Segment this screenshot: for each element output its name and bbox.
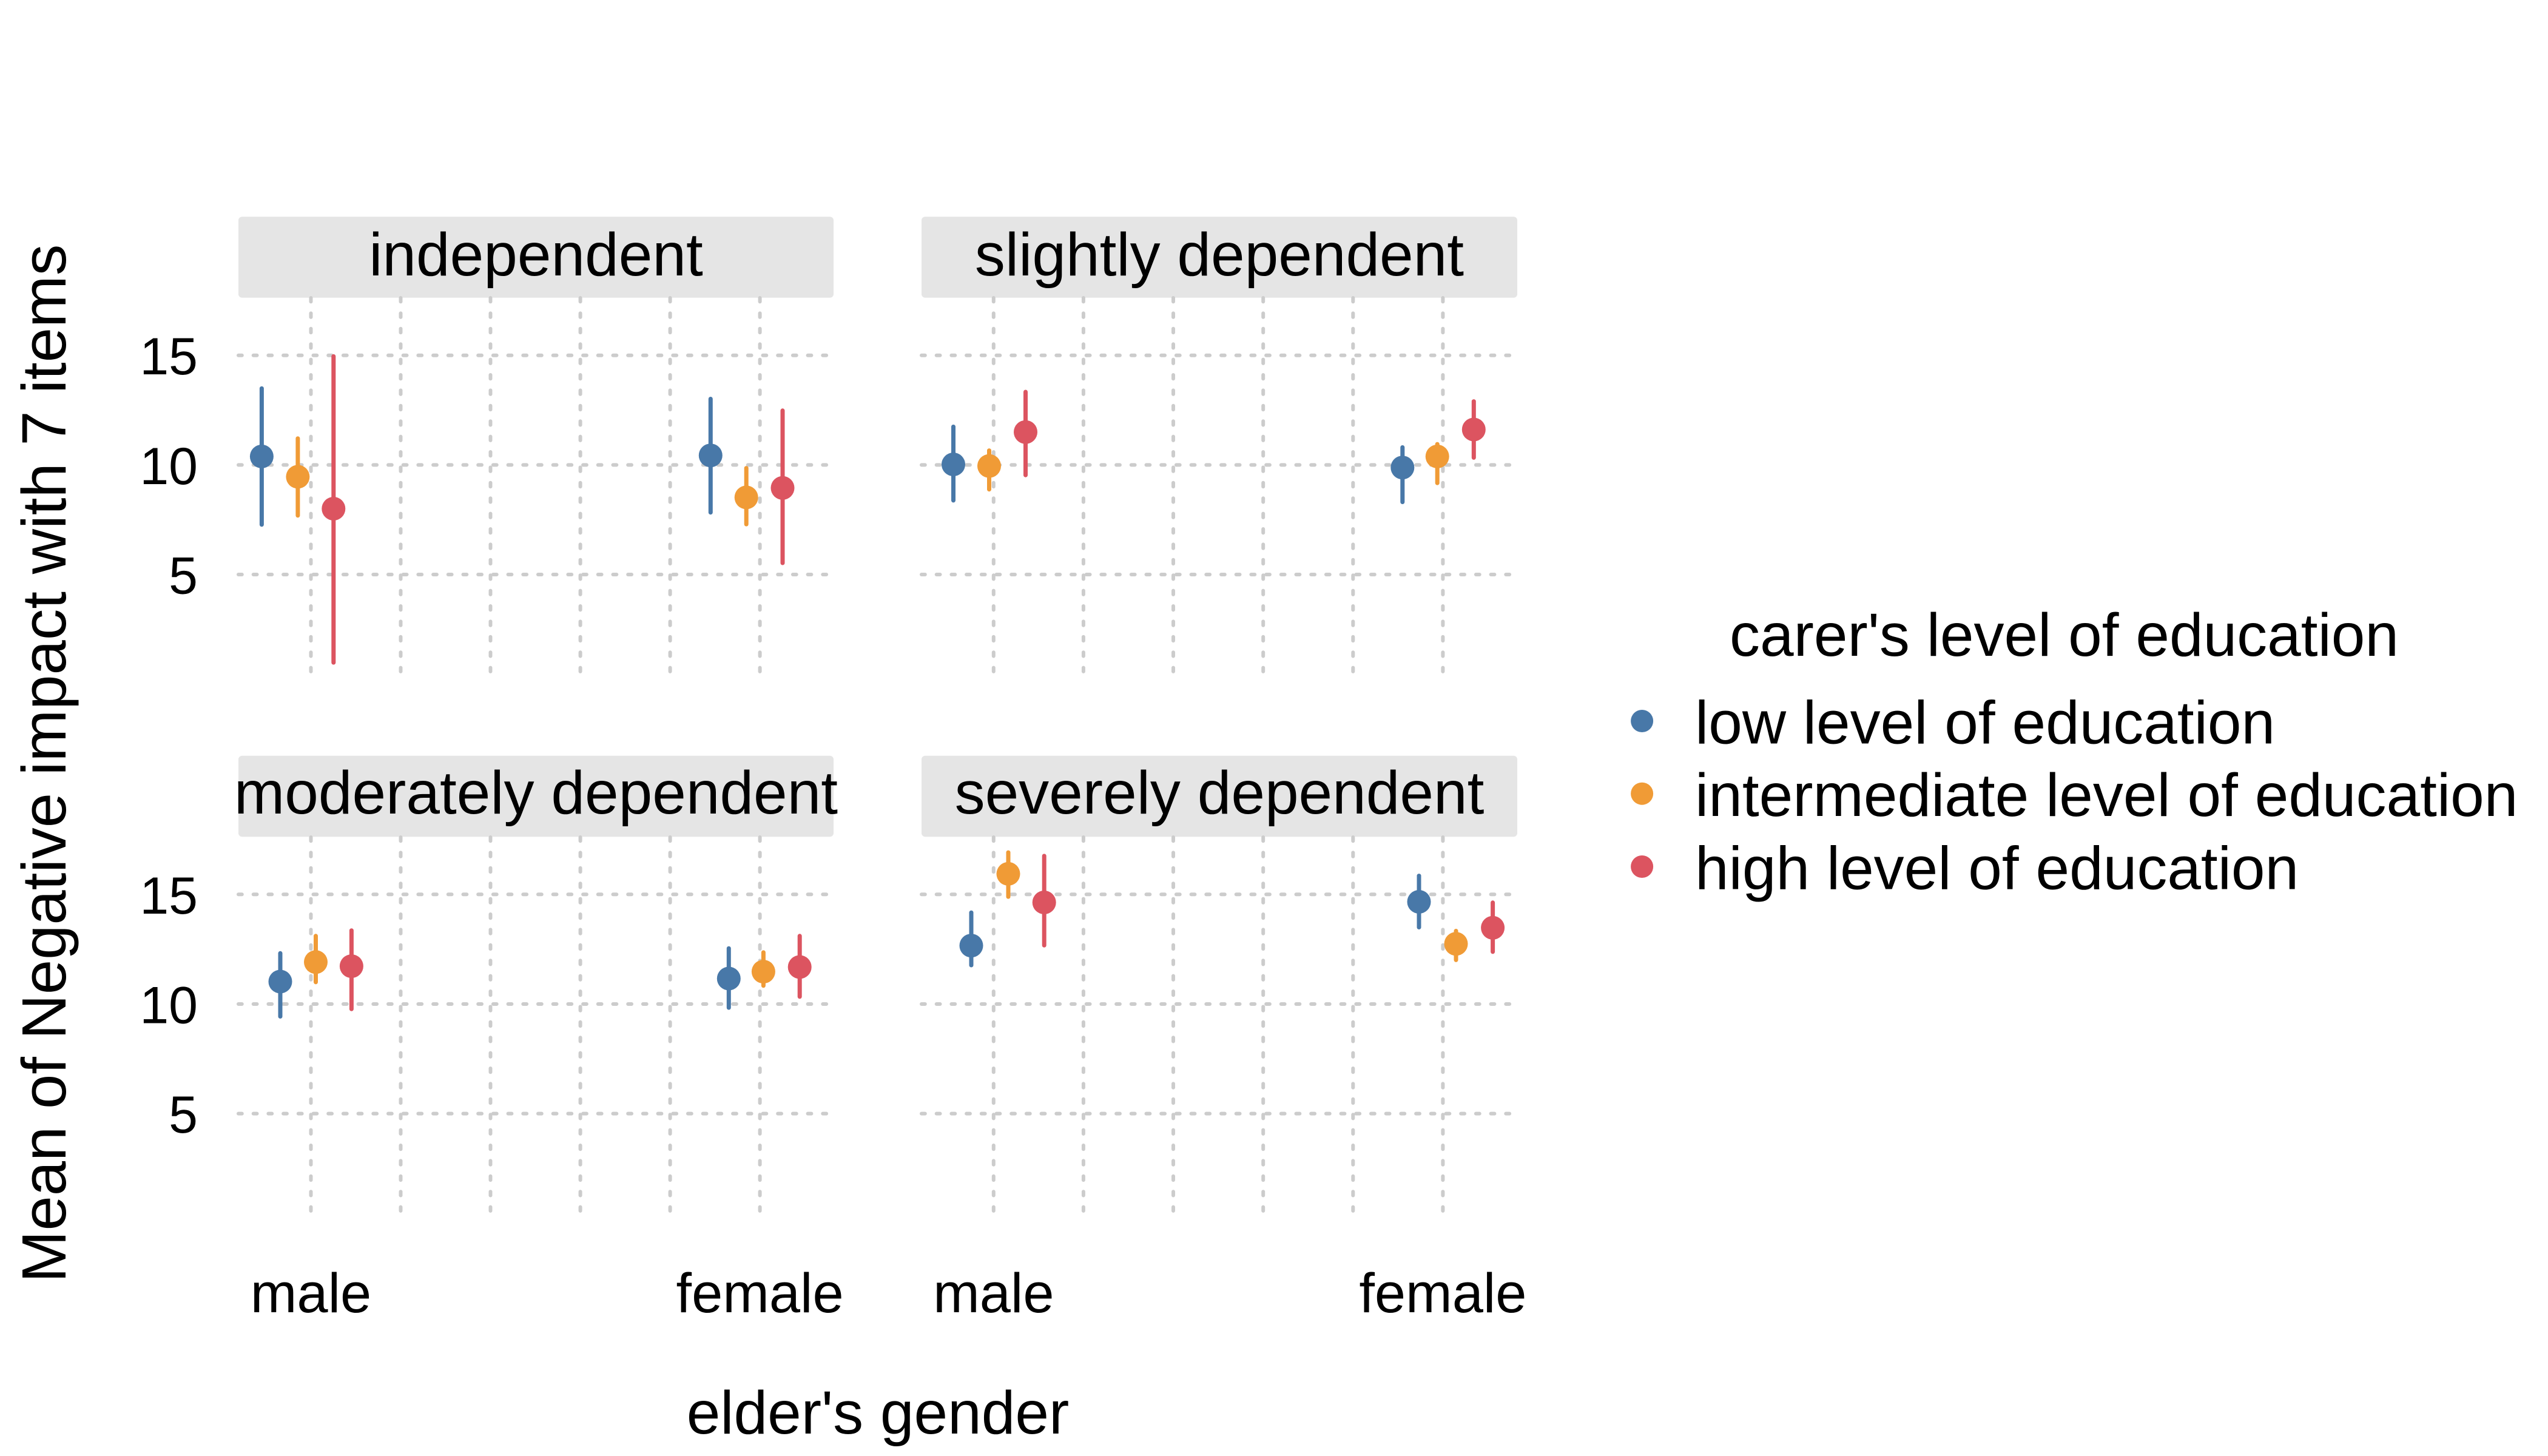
svg-text:10: 10 [140, 977, 198, 1035]
svg-text:elder's gender: elder's gender [687, 1379, 1070, 1447]
svg-text:intermediate level of educatio: intermediate level of education [1695, 761, 2518, 829]
svg-text:moderately dependent: moderately dependent [234, 759, 838, 827]
svg-text:10: 10 [140, 437, 198, 496]
svg-text:severely dependent: severely dependent [955, 759, 1485, 827]
svg-text:carer's level of education: carer's level of education [1730, 601, 2399, 669]
svg-text:low level of education: low level of education [1695, 689, 2275, 757]
svg-text:Mean of Negative impact with 7: Mean of Negative impact with 7 items [9, 244, 79, 1283]
svg-text:slightly dependent: slightly dependent [975, 221, 1464, 289]
svg-text:high level of education: high level of education [1695, 834, 2299, 902]
svg-text:15: 15 [140, 328, 198, 386]
svg-text:15: 15 [140, 867, 198, 925]
svg-text:female: female [1359, 1262, 1526, 1324]
svg-text:male: male [251, 1262, 371, 1324]
svg-text:female: female [676, 1262, 844, 1324]
svg-text:5: 5 [169, 547, 198, 605]
svg-text:male: male [933, 1262, 1054, 1324]
svg-text:5: 5 [169, 1086, 198, 1144]
svg-text:independent: independent [369, 221, 703, 289]
